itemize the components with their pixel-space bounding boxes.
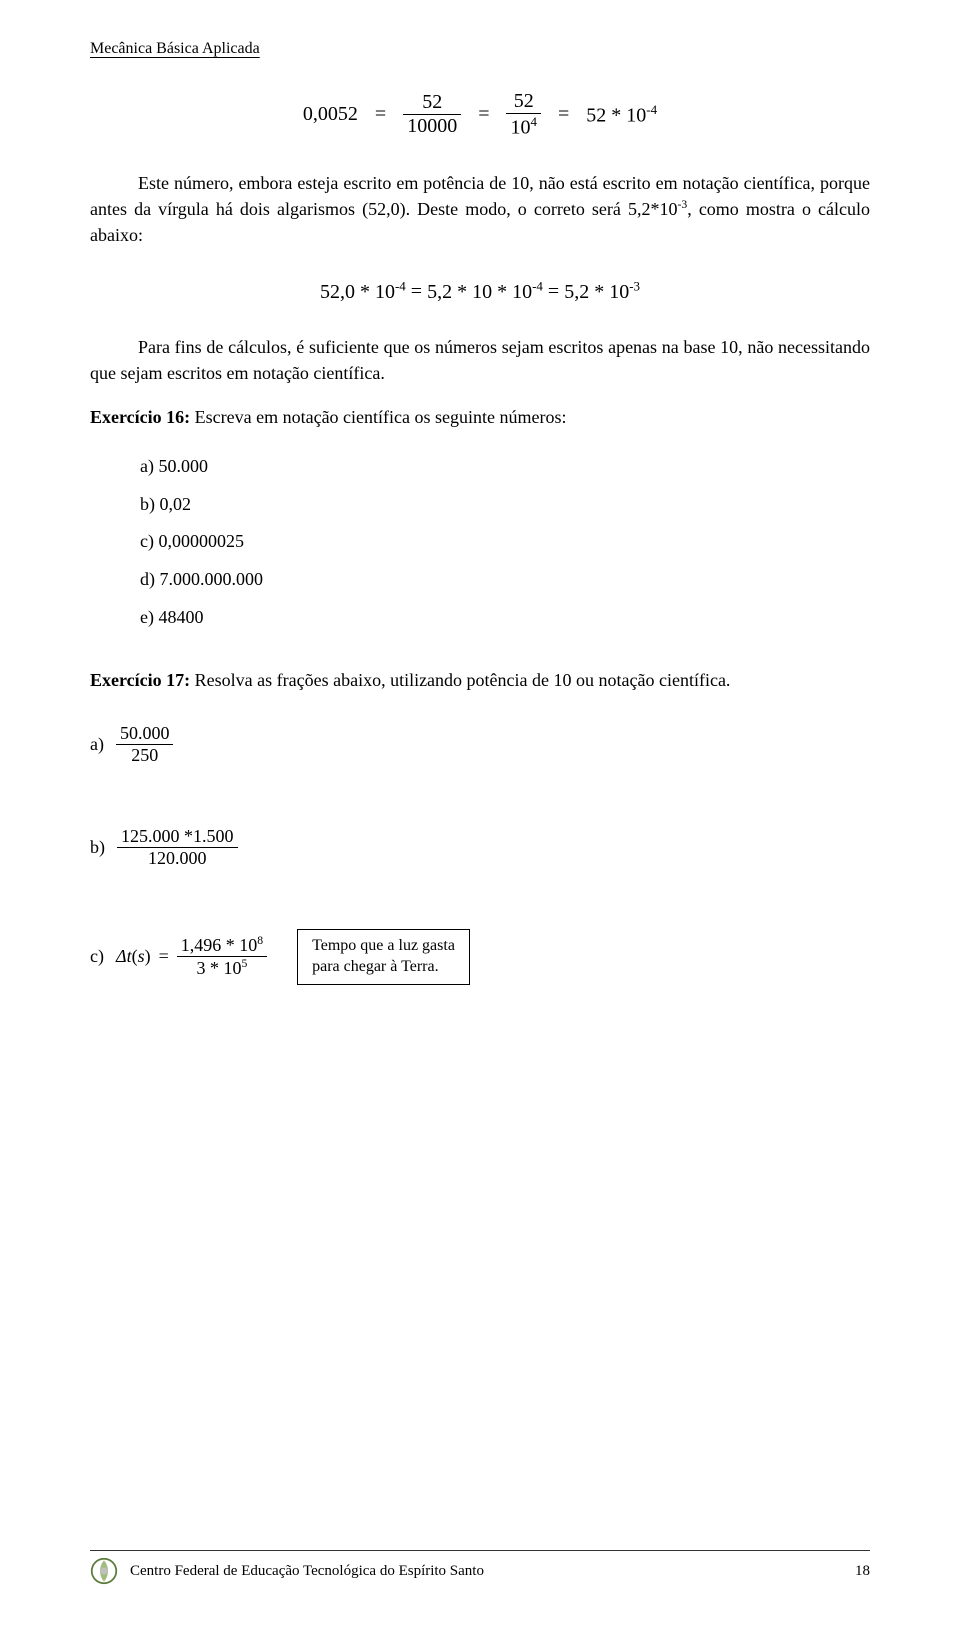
footer-logo-icon bbox=[90, 1557, 118, 1585]
equals-sign: = bbox=[548, 281, 564, 303]
footer-text: Centro Federal de Educação Tecnológica d… bbox=[130, 1563, 855, 1580]
eq2-t3-base: 10 bbox=[609, 281, 629, 303]
ex16-item-e: e) 48400 bbox=[140, 599, 870, 637]
paragraph-1: Este número, embora esteja escrito em po… bbox=[90, 170, 870, 248]
equals-sign: = bbox=[411, 281, 427, 303]
ex16-item-b: b) 0,02 bbox=[140, 486, 870, 524]
paragraph-2: Para fins de cálculos, é suficiente que … bbox=[90, 334, 870, 386]
equals-sign: = bbox=[558, 103, 569, 126]
ex17-c-num-base: 10 bbox=[239, 935, 257, 955]
ex17-item-b: b) 125.000 *1.500 120.000 bbox=[90, 826, 870, 869]
ex17-title: Exercício 17: bbox=[90, 670, 190, 690]
eq2-t2-mid: 10 bbox=[472, 281, 492, 303]
eq1-lhs: 0,0052 bbox=[303, 103, 358, 126]
equals-sign: = bbox=[159, 946, 169, 967]
eq1-frac2: 52 104 bbox=[506, 90, 541, 140]
eq2-t2-coef: 5,2 bbox=[427, 281, 452, 303]
ex17-c-num-exp: 8 bbox=[257, 934, 263, 947]
ex16-item-d: d) 7.000.000.000 bbox=[140, 561, 870, 599]
ex16-text: Escreva em notação científica os seguint… bbox=[190, 407, 566, 427]
eq1-rhs-exp: -4 bbox=[646, 102, 657, 117]
eq1-frac2-num: 52 bbox=[506, 90, 541, 114]
ex17-b-num: 125.000 *1.500 bbox=[117, 826, 238, 848]
exercise-16-heading: Exercício 16: Escreva em notação científ… bbox=[90, 404, 870, 430]
eq2-t1-coef: 52,0 bbox=[320, 281, 355, 303]
eq2-t1: 52,0 * 10-4 bbox=[320, 281, 411, 303]
ex17-a-marker: a) bbox=[90, 734, 104, 755]
ex17-b-frac: 125.000 *1.500 120.000 bbox=[117, 826, 238, 869]
ex17-text: Resolva as frações abaixo, utilizando po… bbox=[190, 670, 730, 690]
ex17-item-c: c) Δt(s) = 1,496 * 108 3 * 105 Tempo que… bbox=[90, 929, 870, 985]
footer-page-number: 18 bbox=[855, 1563, 870, 1580]
eq1-frac2-den-base: 10 bbox=[510, 117, 530, 139]
ex17-a-num: 50.000 bbox=[116, 723, 174, 745]
equation-2: 52,0 * 10-4 = 5,2 * 10 * 10-4 = 5,2 * 10… bbox=[90, 278, 870, 304]
eq2-t3-exp: -3 bbox=[629, 278, 640, 293]
eq2-t1-base: 10 bbox=[375, 281, 395, 303]
ex16-title: Exercício 16: bbox=[90, 407, 190, 427]
page-footer: Centro Federal de Educação Tecnológica d… bbox=[90, 1550, 870, 1585]
ex17-c-num-coef: 1,496 bbox=[181, 935, 222, 955]
ex17-c-den-base: 10 bbox=[224, 958, 242, 978]
ex17-c-note-box: Tempo que a luz gasta para chegar à Terr… bbox=[297, 929, 470, 985]
ex17-c-lhs: Δt(s) bbox=[116, 946, 151, 967]
eq2-t2-base: 10 bbox=[512, 281, 532, 303]
eq2-t3: 5,2 * 10-3 bbox=[564, 281, 640, 303]
eq2-t3-coef: 5,2 bbox=[564, 281, 589, 303]
ex17-c-var: t bbox=[127, 946, 132, 966]
ex16-item-c: c) 0,00000025 bbox=[140, 523, 870, 561]
ex17-c-den-coef: 3 bbox=[197, 958, 206, 978]
ex17-a-den: 250 bbox=[116, 745, 174, 766]
ex17-c-frac: 1,496 * 108 3 * 105 bbox=[177, 934, 267, 979]
eq2-t1-exp: -4 bbox=[395, 278, 406, 293]
equals-sign: = bbox=[375, 103, 386, 126]
exercise-16-list: a) 50.000 b) 0,02 c) 0,00000025 d) 7.000… bbox=[140, 448, 870, 637]
eq1-frac1: 52 10000 bbox=[403, 91, 461, 138]
ex17-c-den-exp: 5 bbox=[242, 957, 248, 970]
ex17-c-note-l2: para chegar à Terra. bbox=[312, 958, 439, 975]
eq1-frac2-den: 104 bbox=[506, 114, 541, 140]
ex17-b-marker: b) bbox=[90, 837, 105, 858]
eq1-frac1-num: 52 bbox=[403, 91, 461, 115]
ex17-b-den: 120.000 bbox=[117, 848, 238, 869]
ex17-a-frac: 50.000 250 bbox=[116, 723, 174, 766]
ex17-c-note-l1: Tempo que a luz gasta bbox=[312, 937, 455, 954]
ex16-item-a: a) 50.000 bbox=[140, 448, 870, 486]
eq2-t2-exp: -4 bbox=[532, 278, 543, 293]
eq1-rhs: 52 * 10-4 bbox=[586, 102, 657, 128]
delta-symbol: Δ bbox=[116, 946, 127, 966]
eq1-frac2-den-exp: 4 bbox=[530, 114, 537, 129]
ex17-c-paren-var: s bbox=[138, 946, 145, 966]
page-header: Mecânica Básica Aplicada bbox=[90, 40, 870, 58]
eq1-rhs-coef: 52 bbox=[586, 105, 606, 127]
ex17-c-num: 1,496 * 108 bbox=[177, 934, 267, 957]
ex17-c-den: 3 * 105 bbox=[177, 957, 267, 979]
eq2-t2: 5,2 * 10 * 10-4 bbox=[427, 281, 548, 303]
ex17-c-marker: c) bbox=[90, 946, 104, 967]
exercise-17-heading: Exercício 17: Resolva as frações abaixo,… bbox=[90, 667, 870, 693]
para1-exp: -3 bbox=[677, 198, 687, 211]
equals-sign: = bbox=[478, 103, 489, 126]
equation-1: 0,0052 = 52 10000 = 52 104 = 52 * 10-4 bbox=[90, 90, 870, 140]
eq1-frac1-den: 10000 bbox=[403, 115, 461, 138]
ex17-item-a: a) 50.000 250 bbox=[90, 723, 870, 766]
eq1-rhs-base: 10 bbox=[626, 105, 646, 127]
